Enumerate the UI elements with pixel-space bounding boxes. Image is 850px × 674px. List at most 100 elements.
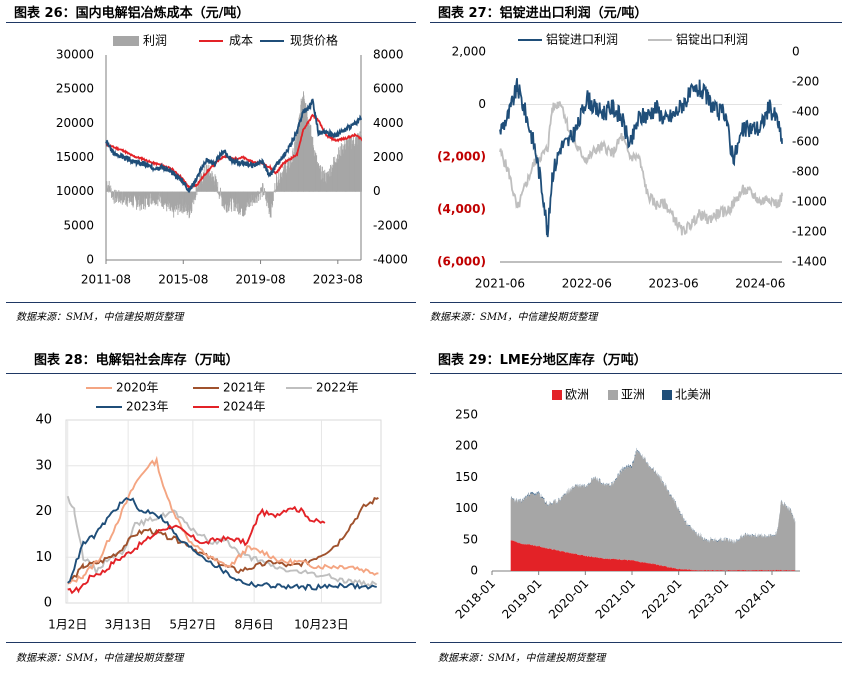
x-tick-label: 2011-08 bbox=[81, 273, 131, 287]
y-tick-label: 150 bbox=[455, 470, 478, 484]
profit-bar bbox=[129, 191, 131, 202]
profit-bar bbox=[324, 169, 326, 192]
profit-bar bbox=[254, 191, 256, 198]
profit-bar bbox=[252, 191, 254, 203]
chart-26-source: 数据来源：SMM，中信建投期货整理 bbox=[16, 312, 184, 323]
profit-bar bbox=[148, 191, 150, 207]
profit-bar bbox=[278, 168, 280, 192]
x-tick-label: 2019-01 bbox=[499, 576, 544, 621]
x-tick-label: 2024-01 bbox=[733, 576, 778, 621]
x-tick-label: 2024-06 bbox=[735, 277, 785, 291]
y2-tick-label: -1400 bbox=[792, 255, 827, 269]
profit-bar bbox=[248, 191, 250, 208]
profit-bar bbox=[272, 191, 274, 206]
profit-bar bbox=[264, 191, 266, 193]
x-tick-label: 2015-08 bbox=[158, 273, 208, 287]
profit-bar bbox=[262, 183, 264, 192]
chart-28-top-rule bbox=[6, 373, 416, 374]
y-tick-label: 2,000 bbox=[452, 45, 486, 59]
profit-bar bbox=[192, 191, 194, 200]
profit-bar bbox=[146, 191, 148, 205]
profit-bar bbox=[191, 191, 193, 212]
legend-label-3: 2023年 bbox=[126, 400, 169, 414]
x-tick-label: 2021-01 bbox=[593, 576, 638, 621]
chart-27-source: 数据来源：SMM，中信建投期货整理 bbox=[430, 312, 598, 323]
profit-bar bbox=[113, 191, 115, 204]
legend-label-0: 利润 bbox=[143, 34, 167, 48]
y2-tick-label: -2000 bbox=[373, 218, 408, 232]
profit-bar bbox=[260, 191, 262, 193]
cost-line bbox=[105, 113, 362, 190]
y2-tick-label: -200 bbox=[792, 75, 819, 89]
profit-bar bbox=[263, 191, 265, 196]
profit-bars bbox=[106, 91, 362, 219]
series-line-3 bbox=[67, 497, 377, 592]
panel-chart-28: 图表 28：电解铝社会库存（万吨） 2020年 2021年 2022年 2023年 20… bbox=[6, 345, 420, 674]
x-tick-label: 10月23日 bbox=[294, 618, 349, 632]
profit-bar bbox=[109, 191, 111, 193]
profit-bar bbox=[195, 191, 197, 198]
chart-26-bottom-rule bbox=[6, 302, 416, 303]
y-tick-label: 30 bbox=[35, 458, 52, 473]
y2-tick-label: -1200 bbox=[792, 225, 827, 239]
profit-bar bbox=[153, 191, 155, 201]
profit-bar bbox=[131, 191, 133, 206]
x-tick-label: 3月13日 bbox=[105, 618, 152, 632]
profit-bar bbox=[257, 190, 259, 192]
profit-bar bbox=[196, 183, 197, 192]
profit-bar bbox=[216, 186, 218, 192]
y-tick-label: 0 bbox=[44, 596, 52, 611]
legend-label-0: 铝锭进口利润 bbox=[546, 32, 618, 47]
chart-27-bottom-rule bbox=[430, 302, 842, 303]
legend-label-1: 成本 bbox=[229, 34, 253, 48]
profit-bar bbox=[145, 191, 146, 208]
profit-bar bbox=[112, 191, 114, 200]
profit-bar bbox=[325, 172, 327, 192]
legend-swatch-0 bbox=[113, 36, 139, 46]
legend-swatch-0 bbox=[552, 390, 562, 400]
y-tick-label: 200 bbox=[455, 439, 478, 453]
profit-bar bbox=[260, 187, 262, 192]
y-tick-label: 25000 bbox=[56, 82, 94, 96]
profit-bar bbox=[253, 191, 255, 203]
x-tick-label: 2019-08 bbox=[235, 273, 285, 287]
x-tick-label: 2023-08 bbox=[313, 273, 363, 287]
legend-label-0: 欧洲 bbox=[565, 388, 589, 402]
profit-bar bbox=[141, 191, 143, 210]
profit-bar bbox=[157, 191, 159, 207]
profit-bar bbox=[217, 181, 219, 192]
y2-tick-label: 6000 bbox=[373, 82, 404, 96]
legend-label-1: 铝锭出口利润 bbox=[676, 32, 748, 47]
profit-bar bbox=[115, 190, 117, 192]
profit-bar bbox=[161, 191, 163, 207]
profit-bar bbox=[109, 186, 110, 192]
asia-area bbox=[510, 448, 796, 571]
y-tick-label: 0 bbox=[470, 564, 478, 578]
panel-chart-29: 图表 29：LME分地区库存（万吨） 欧洲 亚洲 北美洲 0 50 100 150 200 25… bbox=[430, 345, 844, 674]
y-tick-label: 20 bbox=[35, 504, 52, 519]
y-tick-label: 50 bbox=[463, 532, 478, 546]
legend-swatch-2 bbox=[662, 390, 672, 400]
y-tick-label: 250 bbox=[455, 408, 478, 422]
profit-bar bbox=[276, 176, 278, 192]
series-line-1 bbox=[67, 496, 379, 585]
profit-bar bbox=[158, 191, 160, 202]
profit-bar bbox=[261, 186, 263, 192]
profit-bar bbox=[216, 179, 218, 192]
y-tick-label: 5000 bbox=[63, 218, 94, 232]
chart-28-source: 数据来源：SMM，中信建投期货整理 bbox=[16, 653, 184, 664]
profit-bar bbox=[270, 191, 272, 218]
y2-tick-label: 2000 bbox=[373, 150, 404, 164]
x-tick-label: 8月6日 bbox=[234, 618, 273, 632]
chart-28: 2020年 2021年 2022年 2023年 2024年 0 10 20 30 40 1月2日 3月… bbox=[35, 381, 382, 632]
profit-bar bbox=[154, 191, 156, 206]
export-profit-line bbox=[499, 101, 783, 236]
profit-bar bbox=[114, 189, 116, 192]
y2-tick-label: -400 bbox=[792, 105, 819, 119]
legend-swatch-1 bbox=[608, 390, 618, 400]
profit-bar bbox=[272, 191, 274, 202]
chart-28-title: 图表 28：电解铝社会库存（万吨） bbox=[34, 353, 239, 368]
profit-bar bbox=[158, 191, 160, 200]
chart-26-title: 图表 26：国内电解铝冶炼成本（元/吨） bbox=[14, 6, 250, 21]
y-tick-label: 10 bbox=[35, 550, 52, 565]
